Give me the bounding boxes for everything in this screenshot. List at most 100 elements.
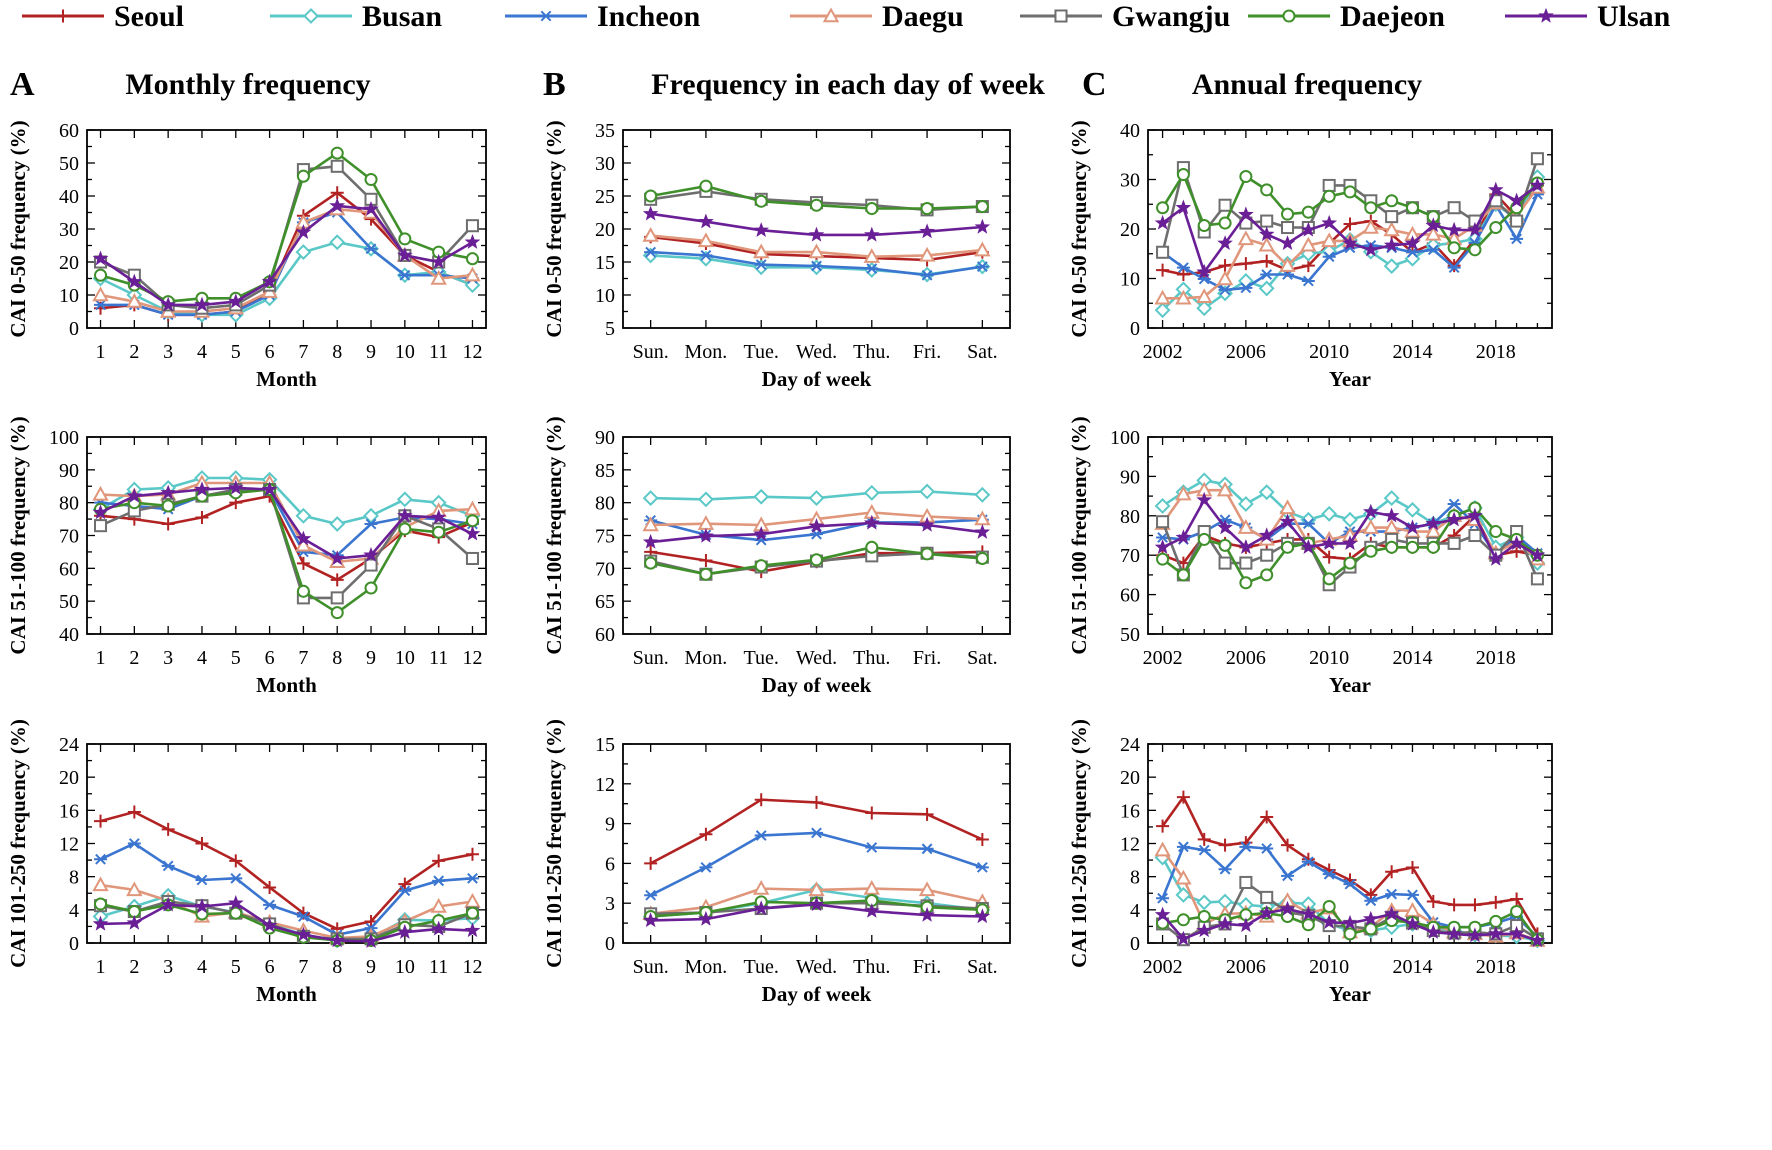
data-point-ulsan	[698, 528, 714, 543]
data-point-gwangju	[1468, 528, 1482, 543]
data-point-daejeon	[1468, 243, 1482, 257]
data-point-incheon	[229, 872, 243, 884]
data-point-seoul	[1197, 832, 1211, 846]
legend-entry-ulsan: Ulsan	[1505, 0, 1671, 33]
legend-entry-seoul: Seoul	[22, 0, 184, 33]
x-tick-label: 11	[429, 341, 448, 363]
y-tick-label: 20	[59, 252, 79, 274]
data-point-ulsan	[126, 914, 143, 930]
panel-letter-b: B	[543, 66, 566, 103]
data-point-seoul	[1156, 819, 1170, 833]
data-point-gwangju	[330, 591, 344, 605]
data-point-ulsan	[329, 932, 346, 948]
data-point-seoul	[699, 553, 713, 567]
data-point-daejeon	[1322, 189, 1336, 203]
x-tick-label: 11	[429, 647, 448, 669]
data-point-incheon	[94, 853, 108, 865]
y-tick-label: 8	[69, 867, 79, 889]
series-seoul	[644, 793, 989, 870]
data-point-ulsan	[1258, 226, 1275, 242]
data-point-daejeon	[754, 559, 768, 573]
data-point-ulsan	[753, 525, 770, 541]
panel-letter-a: A	[10, 66, 35, 103]
series-daejeon	[94, 146, 479, 309]
data-point-ulsan	[1446, 511, 1462, 527]
legend-entry-incheon: Incheon	[505, 0, 701, 33]
x-tick-label: Tue.	[744, 341, 779, 363]
y-tick-label: 100	[1110, 427, 1140, 449]
x-tick-label: Wed.	[796, 956, 837, 978]
data-point-busan	[1258, 484, 1275, 501]
data-point-ulsan	[92, 250, 109, 266]
data-point-ulsan	[397, 507, 413, 523]
data-point-daejeon	[1281, 540, 1295, 554]
x-tick-label: 11	[429, 956, 448, 978]
data-point-daegu	[1383, 221, 1400, 237]
panel-c3: 0 4 8 12 16 20 24 2002 2006 2010 2014 2018 Year CAI 1…	[1067, 719, 1553, 1006]
data-point-incheon	[1447, 498, 1461, 510]
x-tick-label: 6	[265, 647, 275, 669]
data-point-ulsan	[194, 296, 210, 312]
x-axis-label: Day of week	[762, 673, 872, 697]
data-point-gwangju	[1260, 214, 1274, 228]
series-gwangju	[94, 159, 479, 315]
data-point-daejeon	[865, 540, 879, 554]
data-point-ulsan	[160, 484, 176, 500]
data-point-daegu	[464, 266, 481, 282]
x-tick-label: Sun.	[633, 956, 669, 978]
x-tick-label: 1	[96, 341, 106, 363]
data-point-incheon	[398, 269, 412, 281]
data-point-incheon	[810, 528, 823, 540]
x-tick-label: Thu.	[853, 647, 890, 669]
data-point-daejeon	[1343, 927, 1357, 941]
data-point-ulsan	[1258, 904, 1275, 920]
data-point-incheon	[1426, 244, 1440, 256]
data-point-ulsan	[1467, 927, 1483, 943]
data-point-daegu	[863, 248, 880, 263]
data-point-ulsan	[464, 525, 481, 541]
y-tick-label: 60	[1120, 585, 1140, 607]
data-point-daejeon	[229, 906, 243, 920]
series-daejeon	[1156, 168, 1544, 257]
data-point-daegu	[1175, 289, 1192, 305]
y-axis-label: CAI 101-250 frequency (%)	[6, 719, 30, 968]
data-point-daejeon	[1176, 913, 1190, 927]
data-point-daejeon	[1197, 909, 1211, 923]
data-point-ulsan	[261, 273, 278, 289]
y-tick-label: 30	[1120, 170, 1140, 192]
data-point-gwangju	[465, 219, 479, 233]
data-point-ulsan	[227, 479, 244, 495]
x-tick-label: 12	[462, 647, 482, 669]
data-point-ulsan	[1529, 932, 1546, 948]
y-tick-label: 60	[59, 120, 79, 142]
data-point-ulsan	[295, 530, 312, 546]
data-point-seoul	[1218, 838, 1232, 852]
data-point-incheon	[1281, 870, 1295, 882]
y-tick-label: 20	[1120, 767, 1140, 789]
data-point-daegu	[1425, 523, 1442, 538]
data-point-busan	[329, 516, 346, 532]
x-tick-label: 4	[197, 647, 207, 669]
data-point-gwangju	[465, 551, 479, 566]
data-point-seoul	[1176, 268, 1190, 282]
series-incheon	[644, 827, 989, 901]
data-point-busan	[808, 490, 825, 506]
data-point-incheon	[920, 843, 934, 855]
data-point-busan	[1154, 302, 1171, 319]
x-tick-label: 3	[163, 956, 173, 978]
series-line-seoul	[1161, 795, 1539, 935]
data-point-ulsan	[1508, 925, 1525, 941]
data-point-incheon	[754, 259, 768, 271]
data-point-seoul	[1176, 790, 1190, 804]
data-point-ulsan	[808, 518, 825, 534]
data-point-ulsan	[430, 920, 447, 936]
data-point-seoul	[810, 795, 823, 809]
series-line-incheon	[99, 842, 473, 937]
data-point-seoul	[1447, 898, 1461, 912]
data-point-daegu	[1216, 270, 1234, 286]
data-point-ulsan	[1404, 235, 1421, 250]
data-point-busan	[295, 507, 312, 524]
series-ulsan	[1154, 177, 1546, 279]
x-tick-label: Wed.	[796, 647, 837, 669]
